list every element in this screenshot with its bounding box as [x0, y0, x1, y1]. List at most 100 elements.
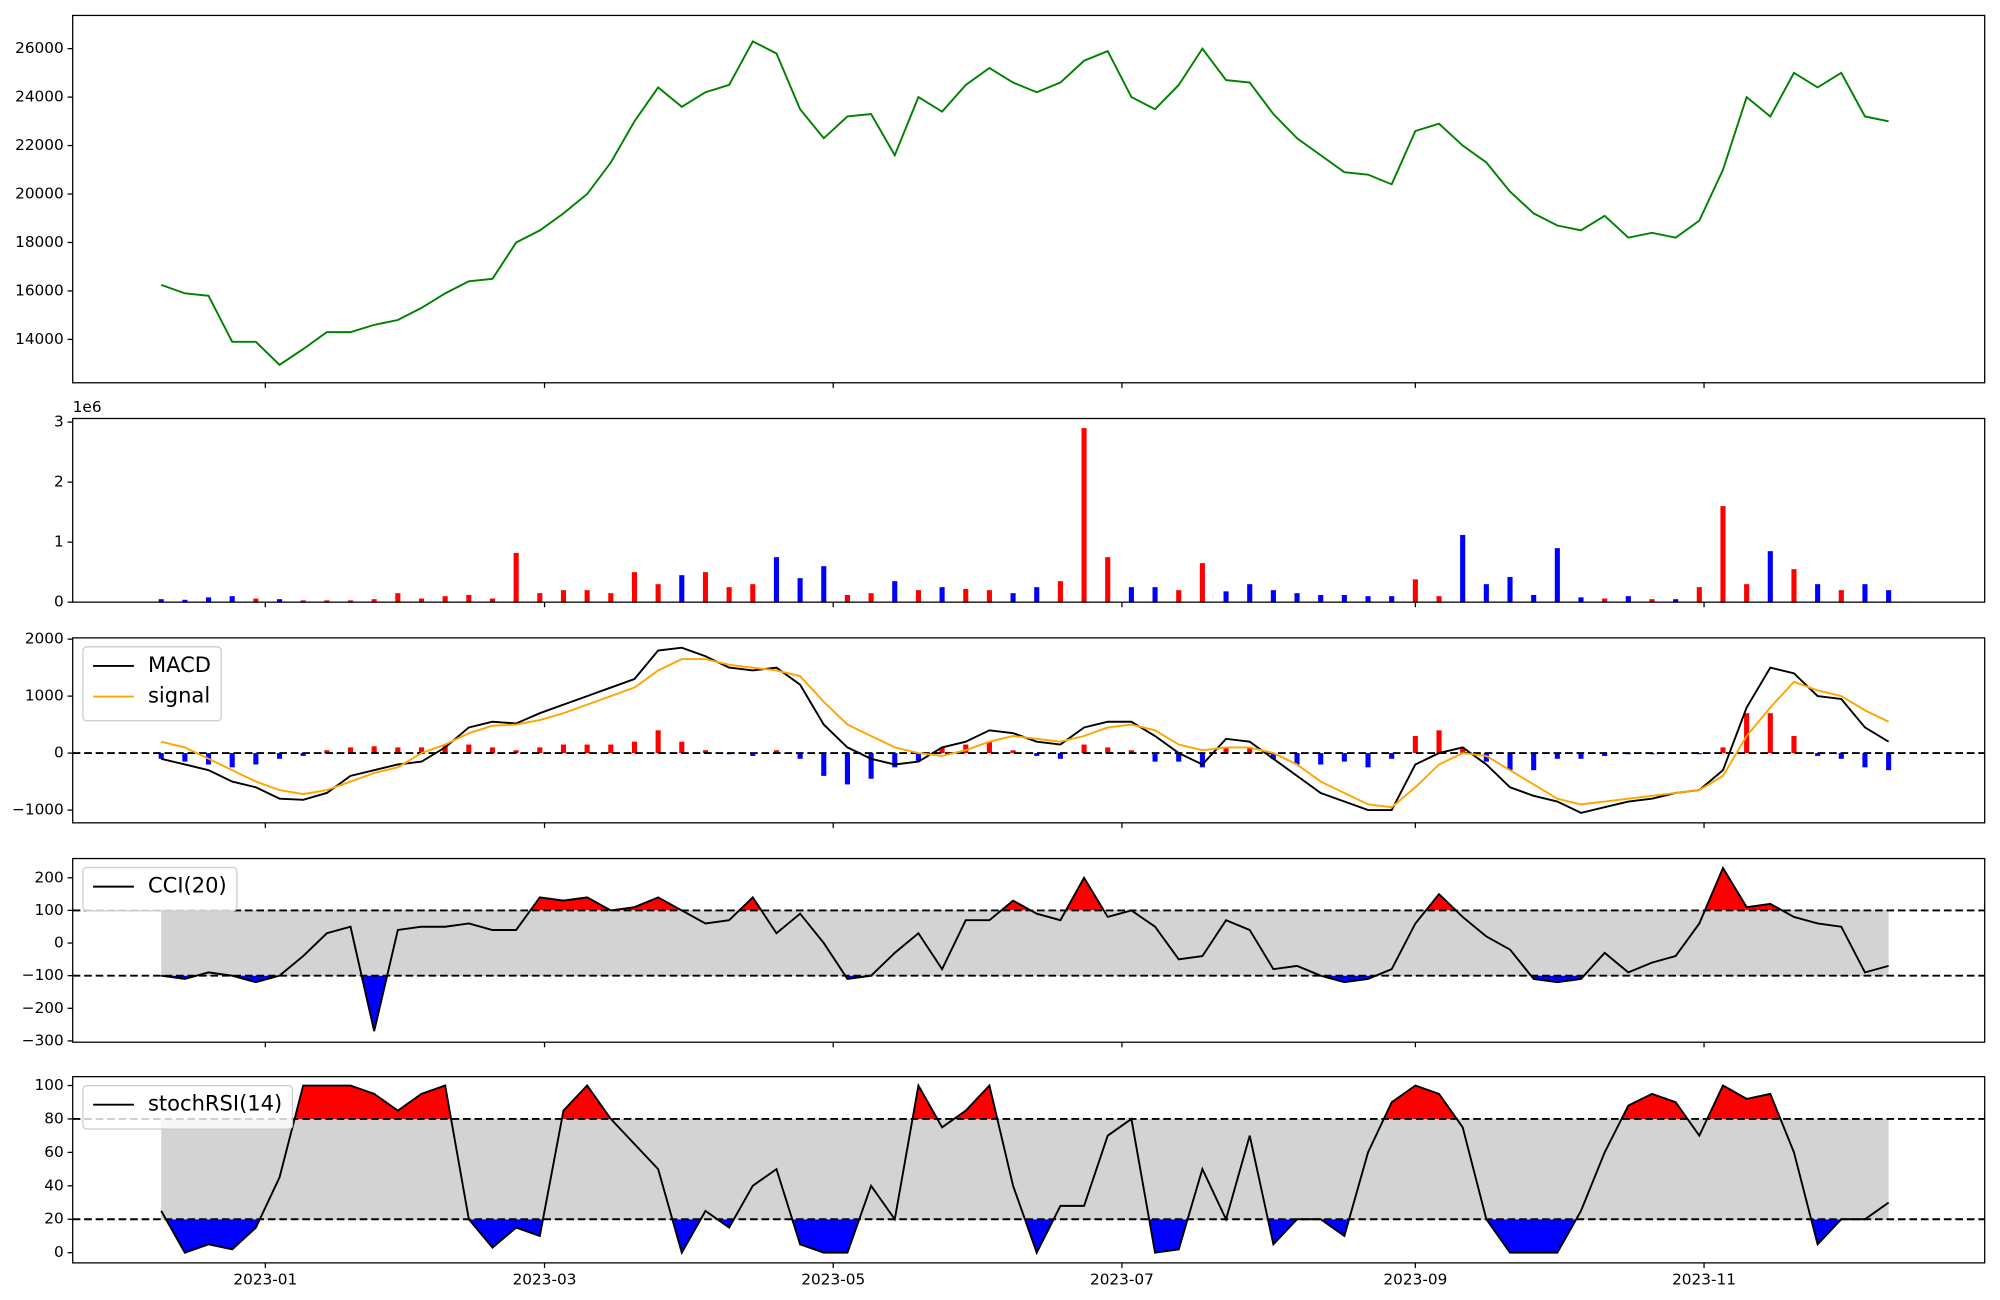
x-tick-label: 2023-01 — [233, 1271, 297, 1289]
y-tick-label: 20000 — [15, 185, 64, 203]
bar — [1767, 713, 1773, 754]
bar — [1247, 747, 1253, 754]
bar — [442, 596, 448, 603]
x-tick-label: 2023-09 — [1383, 1271, 1447, 1289]
bar — [253, 753, 259, 765]
chart-panel: −1000 0 1000 2000 MACD signal — [12, 630, 1986, 828]
bar — [489, 747, 496, 754]
chart-panel: 0 20 40 60 80 100 stochRSI(14) 2023-01 2023-03 20… — [35, 1076, 1986, 1289]
bar — [1057, 753, 1063, 759]
bar — [418, 747, 425, 754]
y-tick-label: 1 — [54, 533, 64, 551]
axis-offset-text: 1e6 — [73, 398, 102, 416]
bar — [1034, 587, 1040, 603]
line — [160, 40, 1889, 367]
bar — [371, 746, 377, 754]
bar — [537, 593, 543, 603]
bar — [1886, 590, 1892, 603]
bar — [300, 753, 306, 756]
legend-label: stochRSI(14) — [148, 1091, 282, 1116]
bar — [1341, 753, 1347, 762]
bar — [1223, 747, 1229, 754]
bar — [1696, 753, 1702, 755]
bar — [1673, 599, 1679, 603]
legend-label: CCI(20) — [148, 873, 227, 898]
bar — [1886, 753, 1892, 771]
y-tick-label: 100 — [35, 901, 64, 919]
bar — [229, 596, 235, 603]
legend: MACD signal — [82, 646, 222, 722]
bar — [1838, 753, 1844, 759]
y-tick-label: 20 — [44, 1210, 63, 1228]
axes-frame — [72, 14, 1986, 384]
bar — [1389, 596, 1395, 603]
y-tick-label: 26000 — [15, 39, 64, 57]
bar — [963, 588, 969, 603]
y-tick-label: 100 — [35, 1076, 64, 1094]
y-tick-label: 80 — [44, 1109, 63, 1127]
bar — [1791, 569, 1797, 603]
bar — [1270, 753, 1276, 759]
chart-panel: −300 −200 −100 0 100 200 CCI(20) — [22, 857, 1986, 1049]
bar — [1625, 596, 1631, 603]
bar — [466, 744, 472, 754]
bar — [1223, 591, 1229, 603]
bar — [1767, 551, 1773, 603]
bar — [1318, 753, 1324, 765]
plot-area — [72, 865, 1985, 1032]
y-tick-label: 0 — [54, 593, 64, 611]
bar — [1199, 753, 1205, 768]
bar — [1365, 596, 1371, 603]
bar — [182, 753, 188, 762]
bar — [986, 590, 992, 603]
bar — [1199, 563, 1205, 603]
bar — [324, 600, 330, 603]
bar — [1744, 584, 1750, 603]
bar — [300, 600, 306, 603]
y-tick-label: 22000 — [15, 136, 64, 154]
bar — [347, 600, 354, 603]
bar — [1057, 581, 1063, 603]
x-tick-label: 2023-05 — [801, 1271, 865, 1289]
line — [160, 646, 1890, 814]
bar — [1862, 753, 1868, 768]
above-fill — [294, 1085, 1781, 1119]
bar — [1791, 735, 1797, 754]
line — [160, 1082, 1890, 1256]
bar — [395, 747, 401, 754]
bar — [442, 744, 448, 754]
axes-frame — [72, 857, 1986, 1043]
y-tick-label: 24000 — [15, 88, 64, 106]
bar — [1081, 744, 1087, 754]
y-tick-label: 0 — [54, 744, 64, 762]
bar — [679, 741, 685, 754]
bar — [560, 744, 567, 754]
y-tick-label: 2 — [54, 473, 64, 491]
bar — [915, 590, 921, 603]
plot-area — [72, 646, 1985, 814]
bar — [750, 584, 756, 603]
bar — [1602, 753, 1608, 756]
bar — [1815, 584, 1821, 603]
bar — [276, 753, 283, 759]
y-tick-label: 60 — [44, 1143, 63, 1161]
bar — [1554, 753, 1560, 759]
legend: stochRSI(14) — [82, 1084, 294, 1130]
bar — [1460, 534, 1466, 603]
bar — [821, 753, 827, 776]
line — [161, 865, 1889, 1032]
bar — [1483, 584, 1489, 603]
y-tick-label: 0 — [54, 1243, 64, 1261]
bar — [1696, 587, 1702, 603]
bar — [489, 598, 496, 603]
bar — [1010, 593, 1016, 603]
y-tick-label: 2000 — [25, 630, 64, 648]
bar — [1270, 590, 1276, 603]
bar — [1105, 747, 1111, 754]
bar — [1720, 747, 1726, 754]
chart-panel: 14000 16000 18000 20000 22000 24000 26000 — [15, 14, 1986, 388]
bar — [418, 598, 425, 603]
bar — [1483, 753, 1489, 762]
